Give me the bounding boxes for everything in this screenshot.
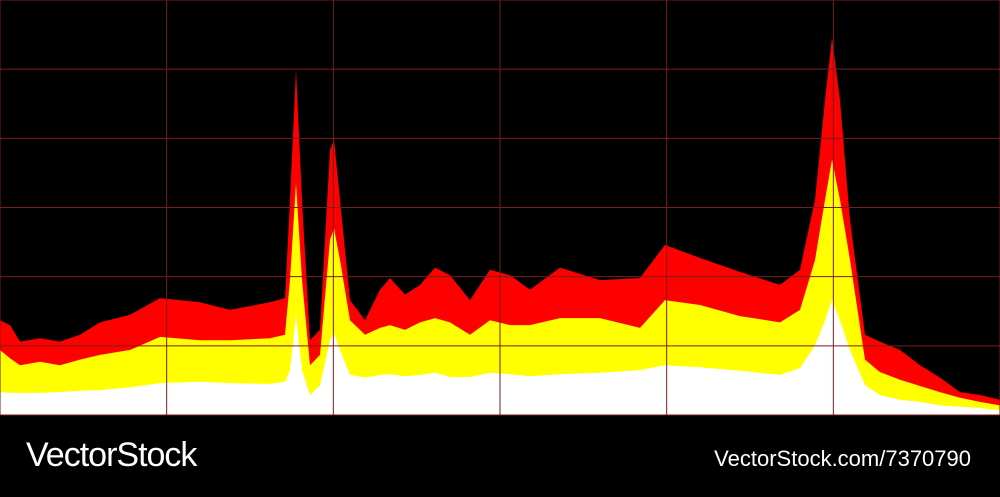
brand: VectorStock — [26, 436, 198, 474]
area — [0, 300, 1000, 415]
url: VectorStock.com/7370790 — [714, 446, 971, 471]
area — [0, 159, 1000, 415]
plot-area — [0, 0, 1000, 416]
